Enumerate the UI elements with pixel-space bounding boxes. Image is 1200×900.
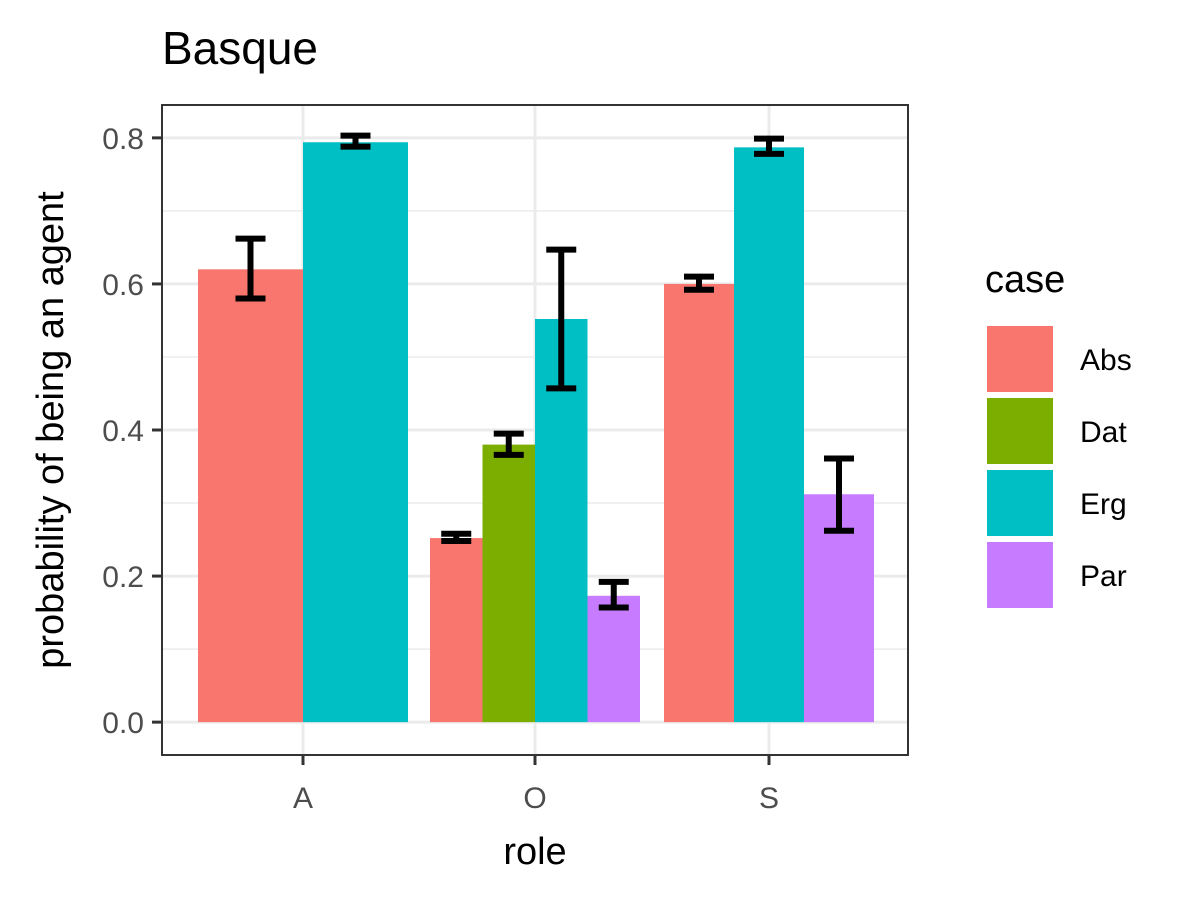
bar-s-abs (664, 283, 734, 723)
error-bar-o-erg (546, 246, 577, 392)
bars (198, 142, 874, 723)
y-axis-title: probability of being an agent (30, 191, 72, 669)
y-tick-label: 0.2 (102, 561, 144, 594)
legend-key-abs (987, 326, 1053, 392)
legend-label-dat: Dat (1080, 416, 1127, 449)
legend-label-abs: Abs (1080, 344, 1132, 377)
error-bar-o-abs (441, 530, 472, 545)
legend-key-par (987, 542, 1053, 608)
error-bar-o-par (598, 578, 629, 611)
x-tick-label: O (523, 782, 546, 815)
error-bar-s-par (824, 455, 854, 534)
error-bar-o-dat (493, 430, 524, 458)
bar-o-abs (430, 538, 483, 723)
error-bar-a-abs (235, 235, 266, 302)
legend-title: case (985, 259, 1065, 301)
legend-label-par: Par (1080, 560, 1127, 593)
bar-a-erg (303, 142, 408, 723)
bar-o-dat (482, 444, 535, 723)
x-tick-label: S (759, 782, 779, 815)
error-bar-a-erg (340, 132, 371, 150)
bar-a-abs (198, 269, 303, 723)
error-bar-s-abs (684, 273, 714, 293)
chart-title: Basque (162, 22, 318, 74)
y-axis: 0.0 0.2 0.4 0.6 0.8 (102, 123, 162, 740)
x-axis-title: role (503, 831, 566, 873)
legend-label-erg: Erg (1080, 488, 1127, 521)
y-tick-label: 0.6 (102, 269, 144, 302)
error-bars (235, 132, 854, 611)
legend-key-dat (987, 398, 1053, 464)
y-tick-label: 0.4 (102, 415, 144, 448)
legend-key-erg (987, 470, 1053, 536)
bar-o-par (587, 595, 640, 723)
error-bar-s-erg (754, 135, 784, 157)
legend: case Abs Dat Erg Par (985, 259, 1132, 608)
x-tick-label: A (293, 782, 313, 815)
bar-s-erg (734, 147, 804, 723)
y-tick-label: 0.0 (102, 707, 144, 740)
y-tick-label: 0.8 (102, 123, 144, 156)
